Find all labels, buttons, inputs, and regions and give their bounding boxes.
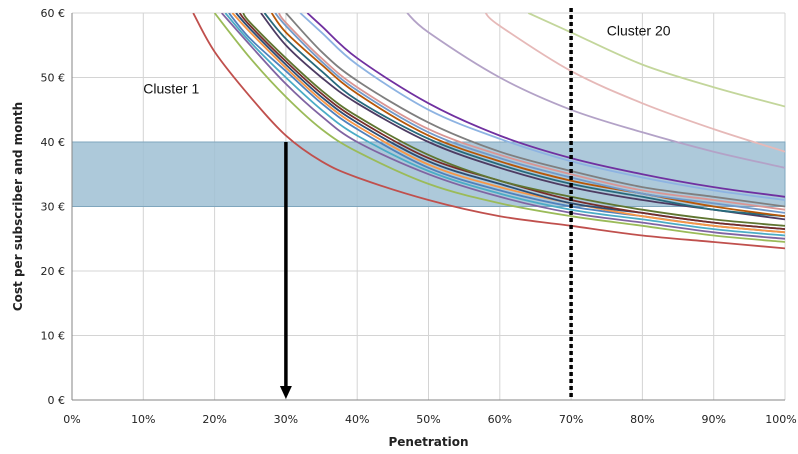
series-line-10: [260, 13, 785, 221]
y-tick-label: 20 €: [41, 265, 66, 278]
x-tick-label: 80%: [630, 413, 654, 426]
series-line-14: [278, 13, 785, 211]
x-tick-label: 50%: [416, 413, 440, 426]
x-tick-label: 40%: [345, 413, 369, 426]
annotation-label: Cluster 20: [607, 23, 671, 39]
series-line-17: [306, 13, 785, 198]
x-axis-title: Penetration: [388, 435, 468, 449]
y-tick-label: 50 €: [41, 72, 66, 85]
series-line-19: [484, 13, 785, 153]
x-tick-label: 30%: [274, 413, 298, 426]
series-line-20: [527, 13, 785, 108]
series-line-12: [270, 13, 785, 218]
series-line-3: [221, 13, 785, 240]
y-tick-label: 60 €: [41, 7, 66, 20]
series-line-8: [238, 13, 785, 230]
x-tick-label: 90%: [701, 413, 725, 426]
y-tick-label: 10 €: [41, 330, 66, 343]
x-tick-label: 20%: [202, 413, 226, 426]
series-line-6: [231, 13, 785, 234]
y-tick-label: 40 €: [41, 136, 66, 149]
annotation-label: Cluster 1: [143, 81, 199, 97]
y-tick-label: 30 €: [41, 201, 66, 214]
series-line-13: [274, 13, 785, 214]
series-line-11: [263, 13, 785, 218]
penetration-arrow: [279, 142, 292, 399]
x-tick-label: 70%: [559, 413, 583, 426]
series-line-4: [224, 13, 785, 237]
series-line-9: [242, 13, 785, 227]
x-tick-labels: 0% 10% 20% 30% 40% 50% 60% 70% 80% 90% 100%: [63, 413, 796, 426]
x-tick-label: 10%: [131, 413, 155, 426]
series-line-1: [192, 13, 785, 250]
series-line-15: [285, 13, 785, 208]
y-tick-label: 0 €: [48, 394, 66, 407]
series-line-2: [213, 13, 785, 243]
annotations: Cluster 1 Cluster 20: [143, 23, 670, 97]
series-line-16: [299, 13, 785, 201]
arrow-head: [279, 386, 292, 399]
y-axis-title: Cost per subscriber and month: [11, 102, 25, 311]
x-tick-label: 60%: [488, 413, 512, 426]
y-tick-labels: 0 € 10 € 20 € 30 € 40 € 50 € 60 €: [41, 7, 66, 407]
cluster-series-lines: [192, 13, 785, 250]
x-tick-label: 0%: [63, 413, 80, 426]
x-tick-label: 100%: [765, 413, 796, 426]
axes: [71, 13, 785, 401]
